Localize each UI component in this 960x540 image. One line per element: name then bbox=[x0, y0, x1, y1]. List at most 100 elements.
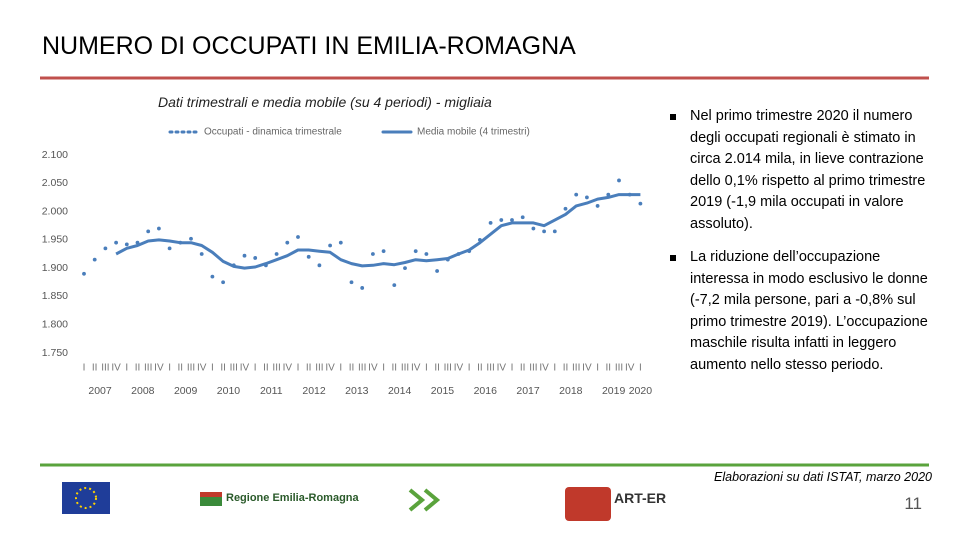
data-point bbox=[146, 229, 151, 234]
x-tick-label: III bbox=[358, 363, 366, 374]
y-tick-label: 1.800 bbox=[42, 318, 68, 330]
bullet: La riduzione dell’occupazione interessa … bbox=[668, 247, 930, 376]
data-point bbox=[531, 226, 536, 231]
y-tick-label: 2.000 bbox=[42, 205, 68, 217]
x-tick-label: III bbox=[401, 363, 409, 374]
data-point bbox=[167, 246, 172, 251]
x-tick-label: II bbox=[349, 363, 355, 374]
x-tick-label: I bbox=[211, 363, 214, 374]
data-point bbox=[349, 280, 354, 285]
x-year-label: 2008 bbox=[131, 385, 155, 397]
x-tick-label: III bbox=[315, 363, 323, 374]
source-note: Elaborazioni su dati ISTAT, marzo 2020 bbox=[714, 470, 932, 484]
y-tick-label: 1.750 bbox=[42, 347, 68, 359]
data-point bbox=[103, 246, 108, 251]
data-point bbox=[124, 242, 129, 247]
data-point bbox=[499, 218, 504, 222]
data-point bbox=[199, 252, 204, 256]
x-tick-label: IV bbox=[582, 363, 592, 374]
data-point bbox=[520, 215, 525, 220]
data-point bbox=[274, 252, 279, 256]
data-point bbox=[606, 192, 611, 197]
data-point bbox=[189, 236, 193, 241]
x-tick-label: I bbox=[639, 363, 642, 374]
legend-label: Occupati - dinamica trimestrale bbox=[204, 127, 342, 138]
y-tick-label: 2.100 bbox=[42, 149, 68, 161]
bullet: Nel primo trimestre 2020 il numero degli… bbox=[668, 106, 930, 235]
x-tick-label: IV bbox=[368, 363, 378, 374]
data-point bbox=[638, 201, 643, 206]
moving-average-line bbox=[115, 193, 641, 270]
x-tick-label: I bbox=[339, 363, 342, 374]
x-tick-label: I bbox=[168, 363, 171, 374]
data-point bbox=[371, 252, 375, 256]
data-point bbox=[242, 253, 247, 258]
region-logo-band bbox=[200, 492, 222, 497]
data-point bbox=[574, 192, 579, 197]
x-tick-label: III bbox=[144, 363, 152, 374]
data-point bbox=[488, 220, 493, 225]
x-tick-label: I bbox=[382, 363, 385, 374]
x-year-label: 2009 bbox=[174, 385, 198, 397]
data-point bbox=[563, 206, 568, 211]
x-year-label: 2011 bbox=[260, 385, 283, 397]
x-tick-label: III bbox=[187, 363, 195, 374]
x-tick-label: II bbox=[520, 363, 526, 374]
x-tick-label: I bbox=[596, 363, 599, 374]
x-year-label: 2010 bbox=[217, 385, 241, 397]
x-tick-label: II bbox=[563, 363, 569, 374]
data-point bbox=[413, 249, 418, 254]
data-point bbox=[552, 229, 557, 234]
x-tick-label: IV bbox=[497, 363, 507, 374]
page-number: 11 bbox=[904, 494, 922, 513]
x-tick-label: II bbox=[306, 363, 312, 374]
x-tick-label: II bbox=[477, 363, 483, 374]
x-tick-label: III bbox=[230, 363, 238, 374]
x-tick-label: IV bbox=[240, 363, 250, 374]
logo-text: ART-ER bbox=[614, 490, 667, 506]
x-tick-label: III bbox=[101, 363, 109, 374]
x-tick-label: I bbox=[125, 363, 128, 374]
x-tick-label: IV bbox=[625, 363, 635, 374]
x-tick-label: IV bbox=[111, 363, 121, 374]
data-point bbox=[510, 218, 514, 222]
x-tick-label: I bbox=[553, 363, 556, 374]
x-year-label: 2013 bbox=[345, 385, 369, 397]
x-year-label: 2014 bbox=[388, 385, 412, 397]
chart-title: Dati trimestrali e media mobile (su 4 pe… bbox=[158, 94, 492, 110]
x-year-label: 2016 bbox=[474, 385, 498, 397]
y-tick-label: 2.050 bbox=[42, 177, 68, 189]
x-year-label: 2015 bbox=[431, 385, 455, 397]
data-point bbox=[328, 243, 332, 248]
x-tick-label: I bbox=[425, 363, 428, 374]
agency-logo bbox=[408, 488, 441, 512]
data-point bbox=[285, 240, 290, 245]
x-year-label: 2018 bbox=[559, 385, 583, 397]
eu-flag bbox=[62, 482, 110, 514]
x-year-label: 2012 bbox=[302, 385, 326, 397]
x-tick-label: II bbox=[392, 363, 398, 374]
x-tick-label: II bbox=[220, 363, 226, 374]
x-tick-label: IV bbox=[197, 363, 207, 374]
x-tick-label: II bbox=[178, 363, 184, 374]
data-point bbox=[82, 271, 86, 276]
y-tick-label: 1.950 bbox=[42, 234, 68, 246]
y-tick-label: 1.900 bbox=[42, 262, 68, 274]
arter-logo bbox=[565, 487, 611, 521]
x-year-label: 2017 bbox=[516, 385, 540, 397]
bullet-list: Nel primo trimestre 2020 il numero degli… bbox=[668, 106, 930, 388]
data-point bbox=[360, 286, 365, 290]
data-point bbox=[296, 235, 300, 239]
y-tick-label: 1.850 bbox=[42, 290, 68, 302]
x-tick-label: IV bbox=[325, 363, 335, 374]
x-tick-label: IV bbox=[283, 363, 293, 374]
data-point bbox=[317, 263, 322, 268]
x-tick-label: I bbox=[254, 363, 257, 374]
data-point bbox=[114, 240, 118, 245]
x-tick-label: I bbox=[297, 363, 300, 374]
data-point bbox=[585, 195, 589, 200]
x-tick-label: II bbox=[135, 363, 141, 374]
x-tick-label: IV bbox=[154, 363, 164, 374]
